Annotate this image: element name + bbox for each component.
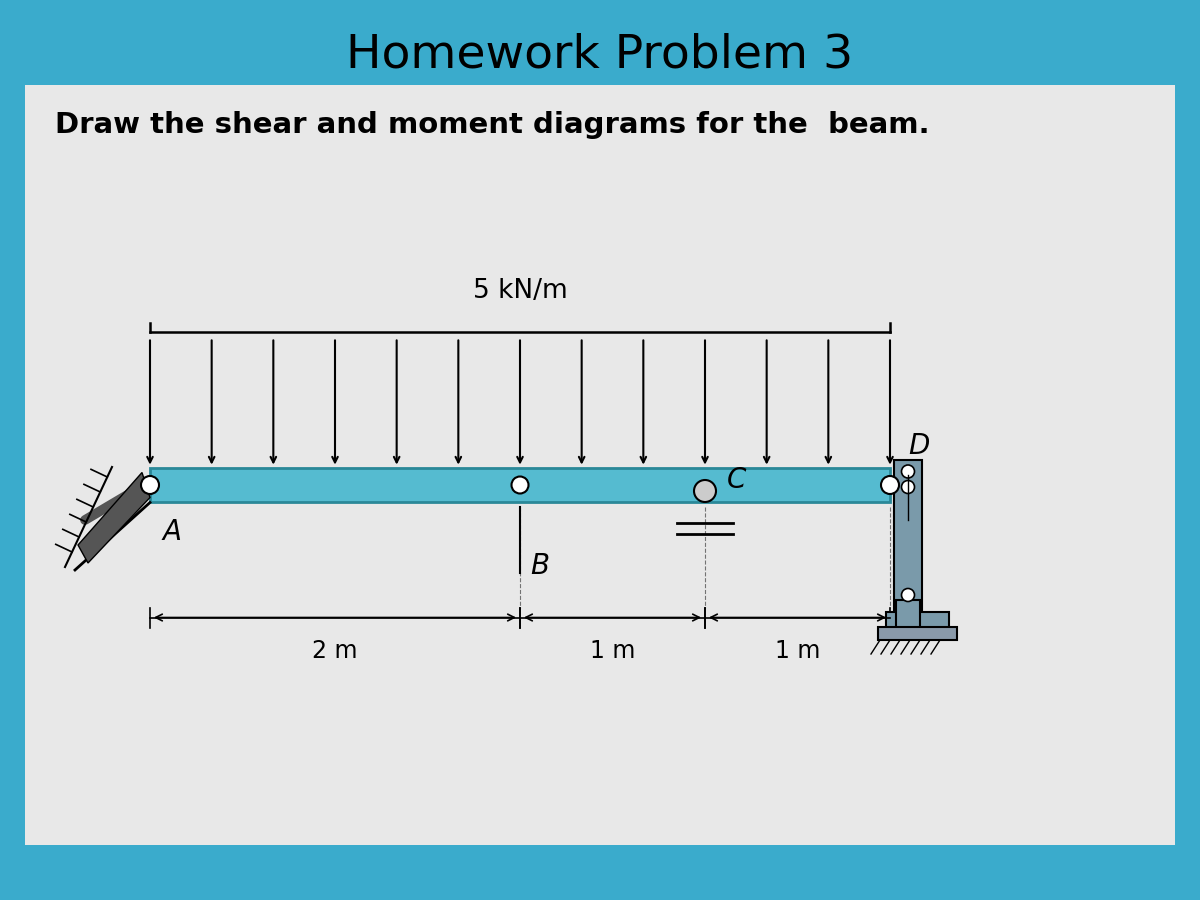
Text: Homework Problem 3: Homework Problem 3 <box>347 32 853 77</box>
FancyBboxPatch shape <box>25 85 1175 845</box>
Circle shape <box>511 476 528 493</box>
Text: 5 kN/m: 5 kN/m <box>473 278 568 304</box>
Text: B: B <box>530 553 550 580</box>
FancyBboxPatch shape <box>896 600 920 630</box>
FancyBboxPatch shape <box>878 627 958 640</box>
Circle shape <box>901 481 914 493</box>
Text: Draw the shear and moment diagrams for the  beam.: Draw the shear and moment diagrams for t… <box>55 111 930 139</box>
Text: D: D <box>908 431 929 460</box>
Circle shape <box>881 476 899 494</box>
Polygon shape <box>78 472 150 563</box>
Circle shape <box>694 480 716 502</box>
Circle shape <box>901 465 914 478</box>
FancyBboxPatch shape <box>150 467 890 502</box>
Text: 1 m: 1 m <box>590 640 635 663</box>
Text: C: C <box>727 466 746 494</box>
FancyBboxPatch shape <box>886 612 949 630</box>
Circle shape <box>901 589 914 601</box>
Text: A: A <box>162 518 181 545</box>
Text: 2 m: 2 m <box>312 640 358 663</box>
Circle shape <box>142 476 158 494</box>
FancyBboxPatch shape <box>894 460 922 612</box>
Text: 1 m: 1 m <box>775 640 820 663</box>
